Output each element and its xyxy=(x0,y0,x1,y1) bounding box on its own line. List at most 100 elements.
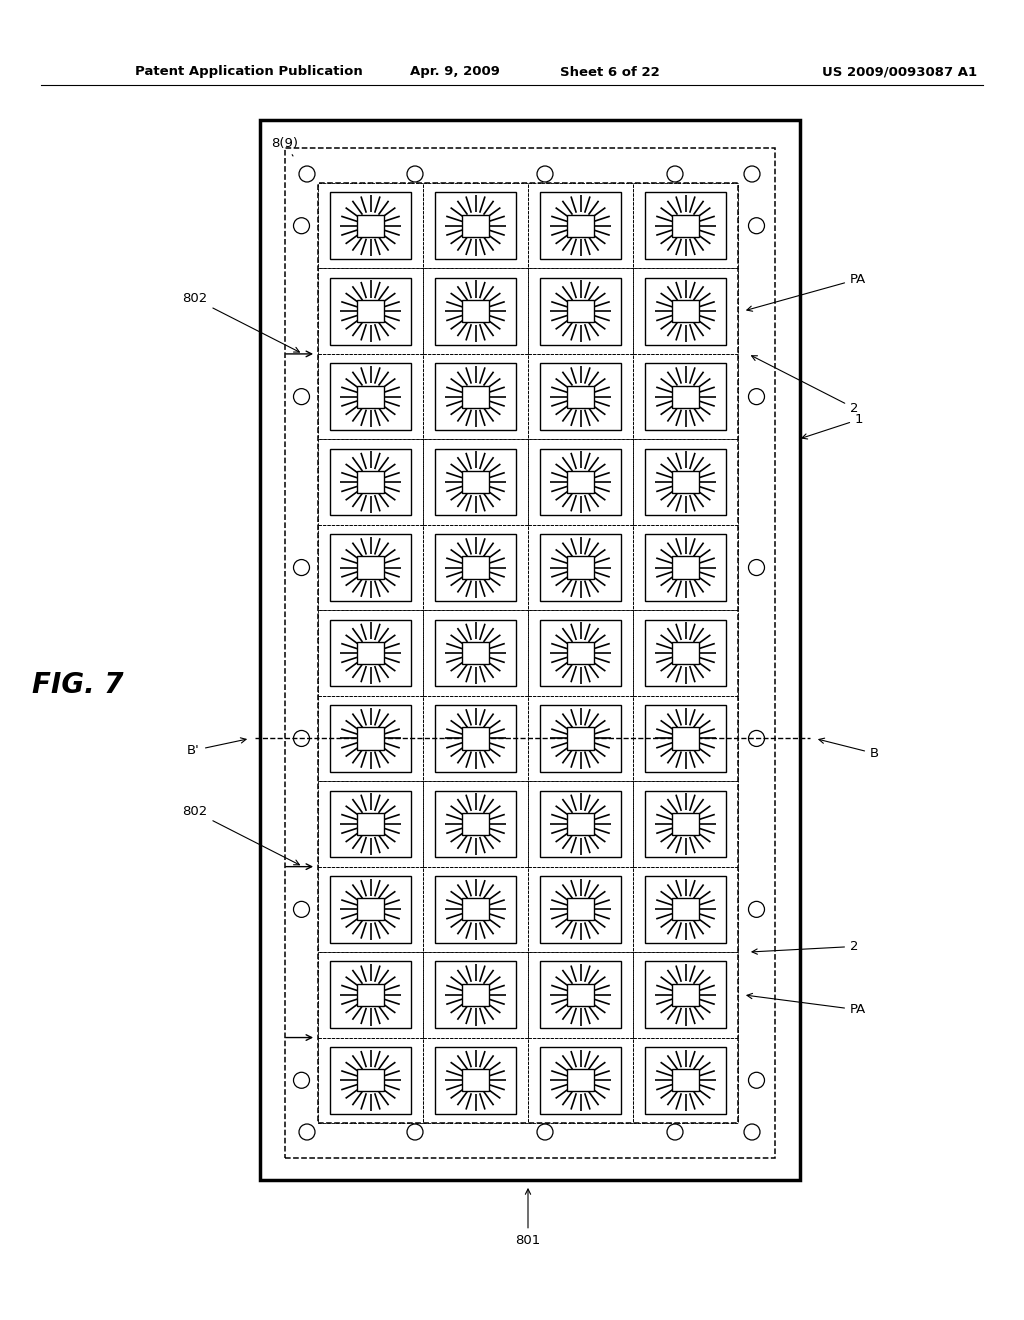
Bar xyxy=(434,535,516,601)
Bar xyxy=(318,183,738,1123)
Bar xyxy=(540,277,622,345)
Bar xyxy=(633,440,738,525)
Text: Apr. 9, 2009: Apr. 9, 2009 xyxy=(410,66,500,78)
Bar xyxy=(644,791,726,857)
Bar xyxy=(644,277,726,345)
Bar xyxy=(633,1038,738,1123)
Bar xyxy=(434,876,516,942)
Bar xyxy=(528,867,633,952)
Bar xyxy=(540,449,622,515)
Bar xyxy=(462,1069,489,1092)
Bar xyxy=(633,867,738,952)
Bar xyxy=(330,961,412,1028)
Bar xyxy=(423,268,528,354)
Bar xyxy=(672,300,699,322)
Bar xyxy=(423,696,528,781)
Bar xyxy=(330,449,412,515)
Text: 802: 802 xyxy=(182,293,299,352)
Bar xyxy=(434,705,516,772)
Bar xyxy=(356,727,384,750)
Bar xyxy=(330,1047,412,1114)
Bar xyxy=(462,471,489,494)
Bar xyxy=(540,363,622,430)
Bar xyxy=(330,277,412,345)
Bar xyxy=(318,952,423,1038)
Text: 802: 802 xyxy=(182,805,299,865)
Bar xyxy=(330,876,412,942)
Bar xyxy=(356,300,384,322)
Bar xyxy=(633,781,738,867)
Bar xyxy=(528,696,633,781)
Bar xyxy=(318,867,423,952)
Text: 1: 1 xyxy=(802,413,863,440)
Bar xyxy=(318,525,423,610)
Bar xyxy=(434,277,516,345)
Bar xyxy=(434,449,516,515)
Bar xyxy=(330,193,412,259)
Bar xyxy=(356,898,384,920)
Bar xyxy=(356,471,384,494)
Bar xyxy=(462,983,489,1006)
Bar xyxy=(330,535,412,601)
Bar xyxy=(318,1038,423,1123)
Bar xyxy=(356,1069,384,1092)
Bar xyxy=(330,619,412,686)
Bar xyxy=(318,268,423,354)
Bar xyxy=(423,610,528,696)
Text: Sheet 6 of 22: Sheet 6 of 22 xyxy=(560,66,659,78)
Bar xyxy=(672,385,699,408)
Bar xyxy=(434,1047,516,1114)
Bar xyxy=(462,898,489,920)
Bar xyxy=(423,183,528,268)
Bar xyxy=(462,215,489,236)
Bar xyxy=(644,876,726,942)
Text: 8(9): 8(9) xyxy=(271,136,299,156)
Bar xyxy=(318,354,423,440)
Bar xyxy=(356,385,384,408)
Bar xyxy=(567,557,594,578)
Bar xyxy=(423,525,528,610)
Bar xyxy=(672,557,699,578)
Bar xyxy=(567,471,594,494)
Bar xyxy=(528,268,633,354)
Bar xyxy=(633,525,738,610)
Bar xyxy=(423,354,528,440)
Bar xyxy=(528,952,633,1038)
Text: 2: 2 xyxy=(752,940,858,954)
Bar xyxy=(644,363,726,430)
Bar xyxy=(644,1047,726,1114)
Bar xyxy=(644,535,726,601)
Bar xyxy=(528,1038,633,1123)
Bar xyxy=(644,449,726,515)
Bar xyxy=(644,705,726,772)
Bar xyxy=(423,867,528,952)
Bar xyxy=(672,983,699,1006)
Bar xyxy=(318,610,423,696)
Bar xyxy=(540,619,622,686)
Bar xyxy=(528,781,633,867)
Bar xyxy=(423,1038,528,1123)
Bar xyxy=(633,696,738,781)
Bar xyxy=(540,961,622,1028)
Bar xyxy=(528,525,633,610)
Bar xyxy=(434,363,516,430)
Text: Patent Application Publication: Patent Application Publication xyxy=(135,66,362,78)
Bar xyxy=(633,610,738,696)
Bar xyxy=(567,385,594,408)
Bar xyxy=(423,952,528,1038)
Bar xyxy=(567,642,594,664)
Bar xyxy=(540,193,622,259)
Bar xyxy=(356,215,384,236)
Bar xyxy=(356,642,384,664)
Bar xyxy=(528,354,633,440)
Bar xyxy=(567,813,594,836)
Bar xyxy=(672,898,699,920)
Bar xyxy=(318,183,423,268)
Bar xyxy=(434,961,516,1028)
Bar xyxy=(356,557,384,578)
Bar xyxy=(633,354,738,440)
Bar xyxy=(528,440,633,525)
Bar xyxy=(567,727,594,750)
Bar xyxy=(434,791,516,857)
Bar xyxy=(318,781,423,867)
